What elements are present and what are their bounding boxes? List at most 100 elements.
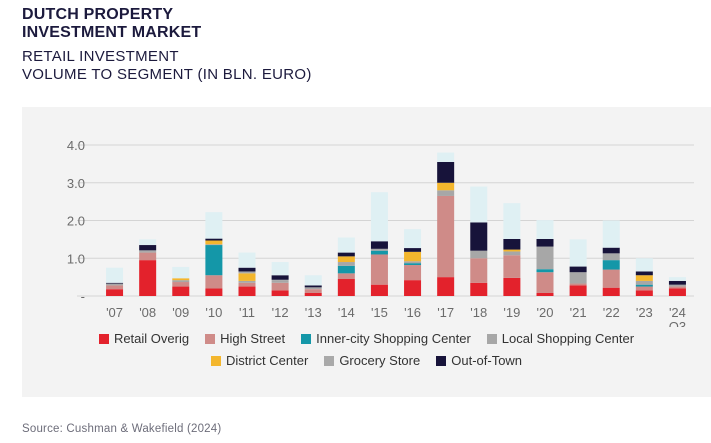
x-tick-label: '09 bbox=[172, 305, 189, 320]
bar-segment-rest bbox=[602, 220, 620, 248]
bar-segment-high-street bbox=[172, 282, 190, 287]
legend-label: High Street bbox=[220, 331, 286, 346]
bar-segment-local-shopping-center bbox=[139, 251, 157, 253]
bar-segment-retail-overig bbox=[172, 286, 190, 296]
bar-segment-high-street bbox=[139, 252, 157, 261]
bar-segment-inner-city-shopping-center bbox=[635, 284, 653, 287]
bar-segment-district-center bbox=[635, 275, 653, 281]
legend-label: Inner-city Shopping Center bbox=[316, 331, 471, 346]
bar-segment-rest bbox=[337, 237, 355, 253]
bar-segment-inner-city-shopping-center bbox=[602, 260, 620, 270]
bar-segment-high-street bbox=[470, 258, 488, 283]
x-tick-label: '19 bbox=[503, 305, 520, 320]
bar-segment-high-street bbox=[668, 286, 686, 289]
legend-row-2: District Center Grocery Store Out-of-Town bbox=[22, 353, 711, 368]
legend-swatch bbox=[301, 333, 312, 344]
bar-segment-high-street bbox=[503, 255, 521, 278]
bar-segment-out-of-town bbox=[569, 266, 587, 273]
bar-segment-rest bbox=[304, 275, 322, 286]
bar-segment-out-of-town bbox=[238, 267, 256, 272]
legend-item: High Street bbox=[205, 331, 285, 346]
subtitle-line-2: VOLUME TO SEGMENT (IN BLN. EURO) bbox=[22, 66, 312, 83]
bar-segment-retail-overig bbox=[470, 282, 488, 296]
bar-segment-retail-overig bbox=[337, 279, 355, 296]
x-tick-label: '12 bbox=[272, 305, 289, 320]
legend-label: District Center bbox=[225, 353, 309, 368]
bar-segment-local-shopping-center bbox=[404, 261, 422, 264]
legend-label: Grocery Store bbox=[339, 353, 421, 368]
bar-segment-out-of-town bbox=[337, 252, 355, 257]
bar-segment-high-street bbox=[404, 265, 422, 281]
y-tick-label: 4.0 bbox=[67, 138, 85, 153]
legend-swatch bbox=[210, 355, 221, 366]
bar-segment-local-shopping-center bbox=[635, 280, 653, 285]
bar-segment-retail-overig bbox=[106, 289, 124, 296]
chart-header: DUTCH PROPERTY INVESTMENT MARKET RETAIL … bbox=[22, 6, 312, 84]
bar-segment-high-street bbox=[536, 272, 554, 293]
bar-segment-local-shopping-center bbox=[304, 287, 322, 290]
bar-segment-local-shopping-center bbox=[238, 280, 256, 283]
y-tick-label: 1.0 bbox=[67, 251, 85, 266]
bar-segment-out-of-town bbox=[470, 222, 488, 251]
bar-segment-out-of-town bbox=[370, 241, 388, 249]
bar-segment-district-center bbox=[437, 182, 455, 191]
title-line-1: DUTCH PROPERTY bbox=[22, 6, 174, 23]
bar-segment-local-shopping-center bbox=[668, 284, 686, 287]
legend-label: Retail Overig bbox=[113, 331, 190, 346]
bar-segment-out-of-town bbox=[304, 285, 322, 288]
bar-segment-out-of-town bbox=[139, 245, 157, 251]
bar-segment-retail-overig bbox=[635, 290, 653, 296]
bar-segment-rest bbox=[172, 266, 190, 279]
bar-segment-rest bbox=[271, 262, 289, 276]
x-tick-label: '13 bbox=[305, 305, 322, 320]
x-tick-label: '21 bbox=[570, 305, 587, 320]
source-note: Source: Cushman & Wakefield (2024) bbox=[22, 423, 222, 435]
bar-segment-local-shopping-center bbox=[205, 244, 223, 246]
bar-segment-local-shopping-center bbox=[271, 280, 289, 283]
bar-segment-rest bbox=[370, 192, 388, 242]
chart-panel: - 1.0 2.0 3.0 4.0 '07 '08 '09 '10 '11 '12 '13 '14 '15… bbox=[22, 107, 711, 397]
bar-segment-rest bbox=[106, 267, 124, 283]
bar-segment-grocery-store bbox=[271, 279, 289, 281]
bar-segment-high-street bbox=[304, 289, 322, 293]
bar-segment-retail-overig bbox=[404, 280, 422, 296]
bar-segment-district-center bbox=[238, 273, 256, 281]
bar-segment-grocery-store bbox=[139, 250, 157, 252]
x-tick-label: '23 bbox=[636, 305, 653, 320]
y-tick-label: - bbox=[81, 289, 85, 304]
bar-segment-retail-overig bbox=[437, 277, 455, 296]
subtitle-line-1: RETAIL INVESTMENT bbox=[22, 48, 179, 65]
bar-segment-inner-city-shopping-center bbox=[205, 245, 223, 276]
bar-segment-local-shopping-center bbox=[437, 190, 455, 196]
bar-segment-high-street bbox=[271, 282, 289, 291]
title-line-2: INVESTMENT MARKET bbox=[22, 24, 202, 41]
bar-segment-out-of-town bbox=[106, 282, 124, 284]
x-tick-label: '18 bbox=[470, 305, 487, 320]
legend-item: Out-of-Town bbox=[436, 353, 522, 368]
bar-segment-high-street bbox=[437, 195, 455, 278]
bar-segment-out-of-town bbox=[536, 238, 554, 247]
bar-segment-out-of-town bbox=[404, 248, 422, 252]
bar-segment-high-street bbox=[205, 275, 223, 289]
x-tick-label: '10 bbox=[205, 305, 222, 320]
bar-segment-rest bbox=[635, 258, 653, 272]
bar-segment-out-of-town bbox=[602, 247, 620, 254]
bar-segment-retail-overig bbox=[238, 286, 256, 296]
bar-segment-out-of-town bbox=[503, 238, 521, 250]
bar-segment-district-center bbox=[205, 240, 223, 245]
bar-segment-high-street bbox=[602, 269, 620, 288]
bar-segment-local-shopping-center bbox=[370, 248, 388, 251]
bar-segment-rest bbox=[503, 203, 521, 239]
bar-segment-district-center bbox=[337, 256, 355, 263]
bar-segment-high-street bbox=[569, 283, 587, 286]
legend-swatch bbox=[324, 355, 335, 366]
bar-segment-local-shopping-center bbox=[602, 253, 620, 261]
bar-segment-rest bbox=[238, 252, 256, 268]
y-tick-label: 3.0 bbox=[67, 176, 85, 191]
bar-segment-retail-overig bbox=[503, 277, 521, 296]
bar-segment-inner-city-shopping-center bbox=[536, 269, 554, 273]
bar-segment-local-shopping-center bbox=[569, 272, 587, 284]
bar-segment-local-shopping-center bbox=[536, 246, 554, 270]
legend-item: Local Shopping Center bbox=[486, 331, 634, 346]
bar-segment-rest bbox=[404, 229, 422, 249]
